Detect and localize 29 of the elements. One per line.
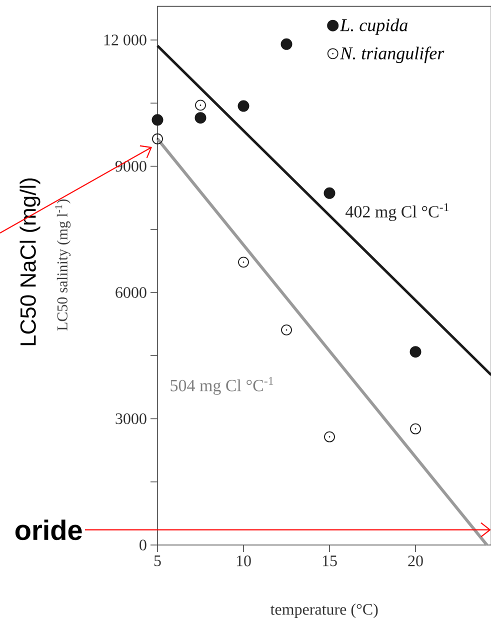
text: LC50 NaCl (mg/l) [20,178,40,346]
x-tick-label: 15 [322,556,337,566]
ref-line-label: oride [15,520,82,540]
point [194,112,206,124]
point [324,187,336,199]
point [280,38,292,50]
point [410,346,422,358]
point [281,324,292,336]
point [152,133,163,144]
point [238,256,249,268]
point [324,431,335,442]
point [152,114,164,126]
point [195,100,206,111]
y-tick-label: 3000 [116,413,146,424]
y-tick-label: 12 000 [104,34,146,46]
y-axis-title: LC50 salinity (mg l$^{-1}$) [55,199,71,331]
point [410,423,421,434]
annotation: 402 mg Cl °C$^{-1}$ [346,203,449,221]
x-tick-label: 5 [154,556,161,566]
annotation: 504 mg Cl °C$^{-1}$ [170,377,274,395]
y-tick-label: 9000 [115,160,146,172]
point [238,100,250,112]
x-axis-title: temperature (°C) [270,604,378,618]
y-tick-label: 6000 [116,287,146,298]
x-tick-label: 20 [408,556,423,566]
y-tick-label: 0 [140,540,146,550]
x-tick-label: 10 [236,556,251,566]
legend-label: N. triangulifer [340,46,444,64]
legend-label: L. cupida [340,18,408,35]
